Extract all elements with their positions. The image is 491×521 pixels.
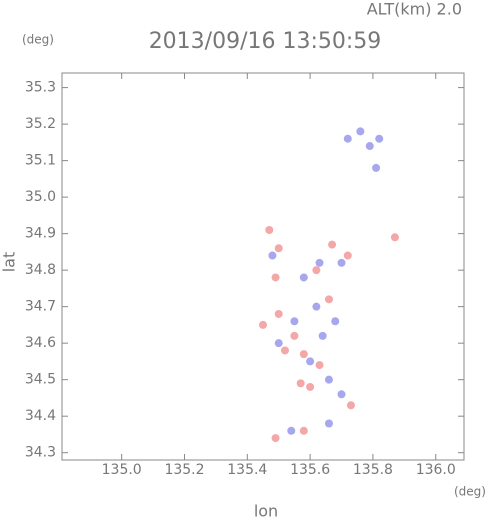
echo-point [337,390,346,399]
echo-point [265,225,274,234]
y-tick-label: 34.3 [25,445,56,461]
echo-point [296,379,305,388]
echo-point [287,426,296,435]
echo-point [390,233,399,242]
echo-point [280,346,289,355]
echo-point [343,134,352,143]
x-tick-label: 136.0 [416,462,456,478]
echo-point [299,273,308,282]
y-tick-label: 34.5 [25,372,56,388]
echo-point [328,240,337,249]
echo-point [346,401,355,410]
y-tick-label: 34.7 [25,299,56,315]
echo-point [375,134,384,143]
echo-point [324,419,333,428]
y-tick-label: 35.1 [25,153,56,169]
x-tick-label: 135.6 [290,462,330,478]
altitude-label: ALT(km) 2.0 [367,0,462,19]
echo-point [356,127,365,136]
echo-point [324,295,333,304]
y-tick-label: 34.6 [25,335,56,351]
echo-point [306,382,315,391]
echo-point [274,309,283,318]
echo-point [306,357,315,366]
echo-point [290,331,299,340]
y-tick-label: 35.2 [25,116,56,132]
echo-point [324,375,333,384]
x-tick-label: 135.2 [164,462,204,478]
echo-point [312,266,321,275]
echo-point [315,258,324,267]
x-axis-label: lon [254,502,278,521]
echo-point [290,317,299,326]
echo-point [372,163,381,172]
y-tick-label: 34.4 [25,408,56,424]
chart-title: 2013/09/16 13:50:59 [149,29,382,54]
echo-point [274,244,283,253]
echo-point [299,350,308,359]
echo-point [315,361,324,370]
y-tick-label: 35.3 [25,80,56,96]
x-tick-label: 135.4 [227,462,267,478]
y-tick-label: 34.8 [25,262,56,278]
echo-point [337,258,346,267]
echo-point [274,339,283,348]
echo-point [331,317,340,326]
y-tick-label: 35.0 [25,189,56,205]
echo-point [312,302,321,311]
echo-point [271,434,280,443]
y-unit: (deg) [22,33,54,47]
x-unit: (deg) [454,485,486,499]
plot-frame [61,72,465,461]
echo-point [343,251,352,260]
x-tick-label: 135.8 [353,462,393,478]
echo-point [268,251,277,260]
y-axis-label: lat [0,252,19,273]
echo-point [299,426,308,435]
echo-point [271,273,280,282]
echo-point [259,320,267,329]
echo-point [318,331,327,340]
y-tick-label: 34.9 [25,226,56,242]
echo-point [365,142,374,151]
x-tick-label: 135.0 [102,462,142,478]
